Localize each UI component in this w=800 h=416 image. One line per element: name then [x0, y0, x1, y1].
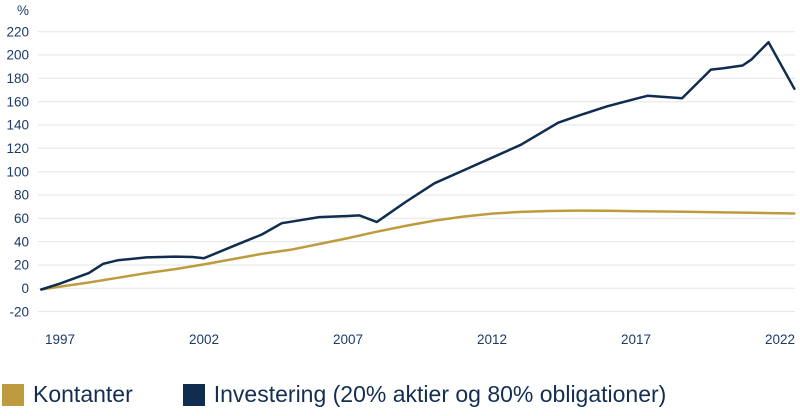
y-tick-label: 100 [6, 164, 29, 179]
series-line-kontanter [40, 209, 796, 291]
x-tick-label: 2022 [765, 332, 795, 347]
x-tick-label: 2002 [189, 332, 219, 347]
y-tick-label: -20 [9, 304, 29, 319]
y-tick-label: 20 [14, 258, 29, 273]
y-tick-label: 220 [6, 24, 29, 39]
y-tick-label: 80 [14, 188, 29, 203]
y-tick-label: 200 [6, 48, 29, 63]
x-tick-label: 1997 [45, 332, 75, 347]
y-tick-label: 120 [6, 141, 29, 156]
y-tick-label: 180 [6, 71, 29, 86]
y-tick-label: 0 [21, 281, 29, 296]
investering-swatch-icon [182, 383, 205, 406]
legend-label-kontanter: Kontanter [33, 381, 133, 407]
legend-item-kontanter: Kontanter [2, 381, 133, 408]
legend-item-investering: Investering (20% aktier og 80% obligatio… [182, 381, 667, 408]
x-tick-label: 2017 [621, 332, 651, 347]
x-tick-label: 2007 [333, 332, 363, 347]
legend-label-investering: Investering (20% aktier og 80% obligatio… [213, 381, 667, 407]
kontanter-swatch-icon [2, 383, 24, 406]
y-tick-label: 140 [6, 118, 29, 133]
x-tick-label: 2012 [477, 332, 507, 347]
y-tick-label: 60 [14, 211, 29, 226]
y-tick-label: 160 [6, 94, 29, 109]
y-axis-unit-label: % [17, 3, 29, 18]
chart-legend: Kontanter Investering (20% aktier og 80%… [2, 381, 666, 408]
series-line-investering [40, 40, 796, 291]
y-tick-label: 40 [14, 234, 29, 249]
